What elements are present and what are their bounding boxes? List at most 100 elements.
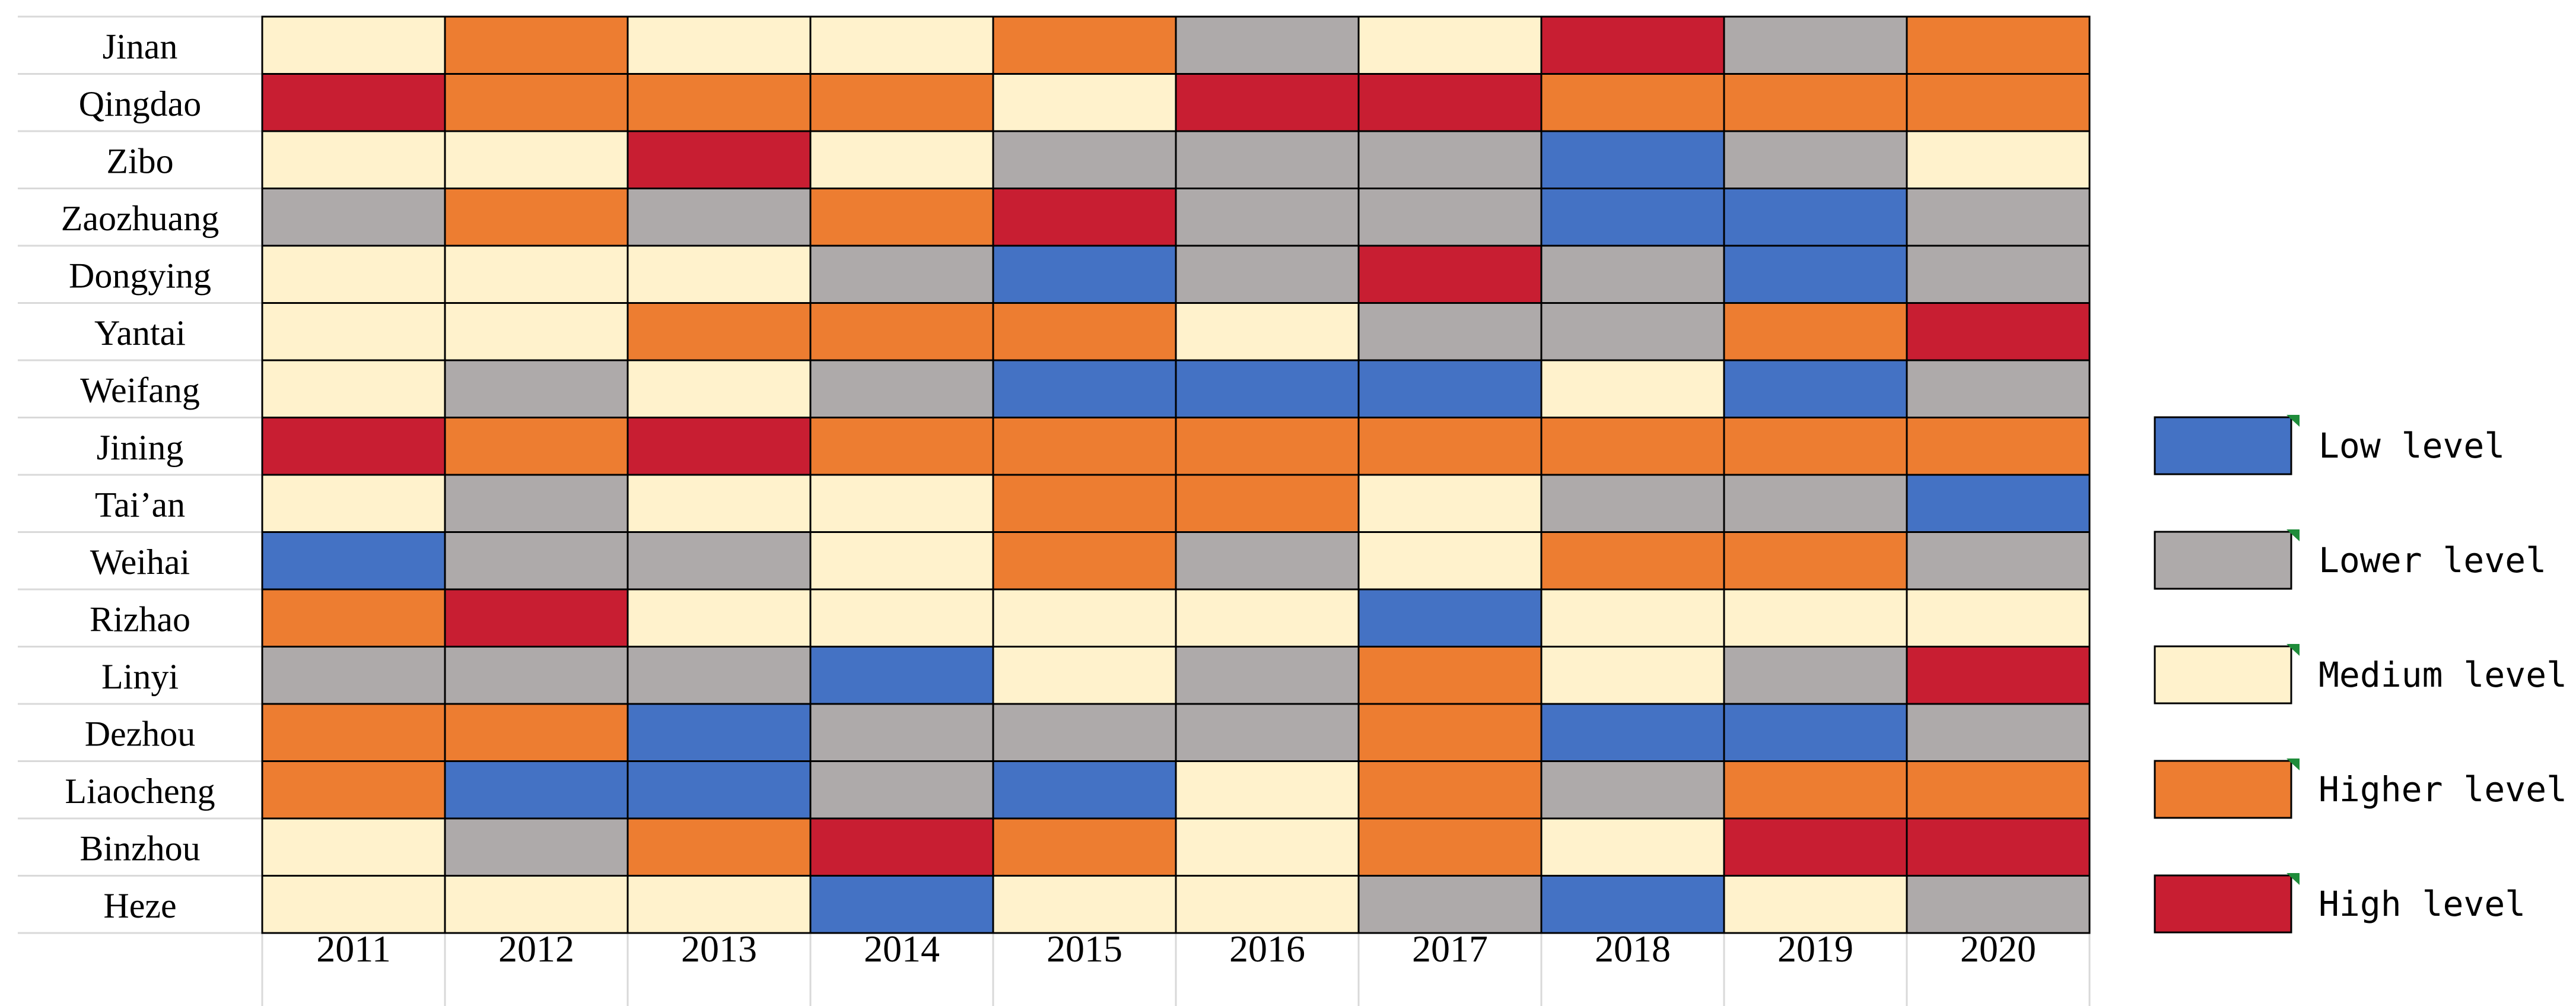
heatmap-cell [1906,359,2091,418]
row-label: Yantai [94,313,186,353]
heatmap-cell [809,760,994,820]
heatmap-cell [444,646,629,705]
heatmap-cell [809,245,994,304]
legend-label: Lower level [2319,540,2546,580]
column-labels: 2011 2012 2013 2014 2015 2016 2017 2018 2019 2020 [316,928,2036,970]
heatmap-cell [1540,703,1725,762]
heatmap-cell [1723,588,1908,648]
heatmap-cell [1357,417,1543,476]
heatmap-cell [626,588,812,648]
column-label: 2016 [1229,928,1305,970]
column-label: 2013 [681,928,757,970]
heatmap-cell [444,531,629,591]
heatmap-cell [1357,760,1543,820]
heatmap-cell [1540,302,1725,361]
heatmap-cell [261,875,446,934]
column-label: 2018 [1595,928,1671,970]
heatmap-cell [809,875,994,934]
heatmap-cell [1357,646,1543,705]
heatmap-cell [992,245,1177,304]
column-label: 2012 [498,928,574,970]
heatmap-cell [1540,646,1725,705]
row-label: Binzhou [79,829,200,868]
heatmap-cell [1357,188,1543,247]
column-label: 2011 [316,928,391,970]
heatmap-cell [1906,588,2091,648]
heatmap-cell [1175,817,1360,877]
heatmap-cell [992,531,1177,591]
heatmap-cell [809,359,994,418]
heatmap-cell [992,875,1177,934]
row-label: Weihai [90,542,190,582]
row-label: Dezhou [85,714,196,753]
legend-label: Low level [2319,426,2505,466]
heatmap-cell [444,417,629,476]
row-label: Jining [97,428,184,467]
heatmap-cell [1175,760,1360,820]
heatmap-cell [1723,703,1908,762]
heatmap-cell [1357,73,1543,132]
column-label: 2017 [1412,928,1488,970]
heatmap-cell [1540,15,1725,75]
heatmap-cell [1906,15,2091,75]
heatmap-cell [992,188,1177,247]
heatmap-cell [992,359,1177,418]
heatmap-cell [1723,188,1908,247]
heatmap-cell [444,703,629,762]
heatmap-cell [992,760,1177,820]
heatmap-cell [444,359,629,418]
heatmap-cell [809,417,994,476]
heatmap-cell [444,73,629,132]
heatmap-cell [1357,703,1543,762]
heatmap-cell [992,130,1177,189]
heatmap-cell [261,188,446,247]
legend-swatch [2154,416,2292,475]
row-label: Dongying [69,256,211,295]
heatmap-cell [809,588,994,648]
heatmap-cell [1906,188,2091,247]
heatmap-cell [1723,15,1908,75]
heatmap-cell [261,703,446,762]
heatmap-cell [809,188,994,247]
heatmap-cell [1723,646,1908,705]
heatmap-cell [444,188,629,247]
heatmap-cell [1723,73,1908,132]
heatmap-cell [261,245,446,304]
row-label: Weifang [80,370,200,410]
column-label: 2014 [864,928,940,970]
legend-swatch [2154,645,2292,704]
heatmap-cell [992,703,1177,762]
heatmap-cell [992,474,1177,533]
heatmap-cell [261,474,446,533]
heatmap-cell [1357,531,1543,591]
heatmap-cell [1540,417,1725,476]
row-label: Jinan [103,27,178,66]
heatmap-cell [626,130,812,189]
heatmap-cell [444,588,629,648]
heatmap-cell [444,817,629,877]
heatmap-cell [1175,188,1360,247]
heatmap-cell [992,302,1177,361]
heatmap-cell [1357,474,1543,533]
heatmap-cell [992,588,1177,648]
heatmap-cell [1357,875,1543,934]
heatmap-cell [1906,302,2091,361]
legend: Low level Lower level Medium level Higher l… [2154,415,2567,934]
heatmap-cell [1723,130,1908,189]
heatmap-cell [1540,531,1725,591]
column-label: 2020 [1960,928,2036,970]
heatmap-cell [1175,359,1360,418]
heatmap-cell [1723,875,1908,934]
heatmap-cell [1175,875,1360,934]
heatmap-cell [1175,474,1360,533]
row-gridlines [18,15,2091,1006]
heatmap-cell [1723,531,1908,591]
heatmap-cell [1540,875,1725,934]
heatmap-cell [626,474,812,533]
heatmap-cell [1906,245,2091,304]
row-label: Zaozhuang [61,199,220,238]
row-label: Zibo [106,141,173,180]
heatmap-cell [992,817,1177,877]
heatmap-cell [809,474,994,533]
